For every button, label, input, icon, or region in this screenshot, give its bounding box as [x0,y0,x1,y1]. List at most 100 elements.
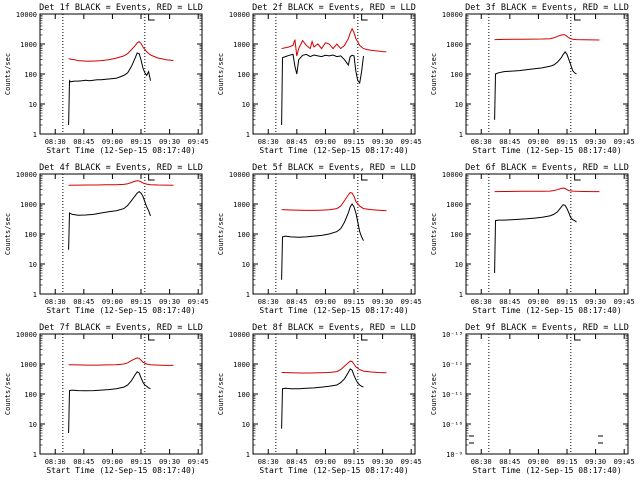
y-tick-label: 1 [33,131,37,139]
x-tick-label: 09:15 [130,138,151,146]
x-tick-label: 09:45 [401,298,422,306]
plot-frame [252,13,416,135]
series-events-line [281,203,364,280]
x-tick-label: 08:45 [286,458,307,466]
y-tick-label: 10000 [229,171,250,179]
x-tick-label: 09:00 [315,458,336,466]
x-tick-label: 08:30 [471,138,492,146]
x-tick-label: 09:15 [343,458,364,466]
x-tick-label: 09:30 [159,458,180,466]
x-tick-label: 09:00 [528,298,549,306]
x-tick-label: 08:45 [73,298,94,306]
panel-title: Det 2f BLACK = Events, RED = LLD [252,3,416,13]
x-tick-label: 09:15 [343,298,364,306]
x-tick-label: 09:00 [102,298,123,306]
y-axis-label: Counts/sec [430,53,438,95]
y-tick-label: 10000 [229,11,250,19]
time-marker [574,174,581,181]
y-tick-label: 1 [459,291,463,299]
y-tick-label: 1 [459,131,463,139]
x-axis-label: Start Time (12-Sep-15 08:17:40) [46,466,195,475]
panel-title: Det 7f BLACK = Events, RED = LLD [39,323,203,333]
panel-title: Det 4f BLACK = Events, RED = LLD [39,163,203,173]
time-marker [148,174,155,181]
y-tick-label: 10 [29,101,37,109]
x-tick-label: 08:45 [499,138,520,146]
y-tick-label: 10⁻⁹ [446,451,463,459]
panel-title: Det 9f BLACK = Events, RED = LLD [465,323,629,333]
series-lld-line [281,27,387,57]
x-tick-label: 09:00 [102,458,123,466]
series-events-line [68,52,151,126]
y-tick-label: 100 [24,231,37,239]
panel-4: Det 4f BLACK = Events, RED = LLD 1 10 100 10… [4,163,209,315]
y-tick-label: 10 [29,261,37,269]
y-tick-label: 100 [450,231,463,239]
x-tick-label: 09:00 [315,138,336,146]
x-tick-label: 08:30 [258,138,279,146]
series-events-line [494,204,577,274]
x-tick-label: 09:45 [188,458,209,466]
y-tick-label: 10⁻¹³ [442,331,463,339]
plot-frame [465,333,629,455]
series-events-line [281,368,364,429]
y-tick-label: 1000 [20,41,37,49]
series-lld-line [281,192,387,212]
panel-2: Det 2f BLACK = Events, RED = LLD 1 10 100 10… [217,3,422,155]
plot-frame [39,333,203,455]
y-tick-label: 10⁻¹² [442,361,463,369]
x-tick-label: 09:15 [130,298,151,306]
series-lld-line [68,357,174,366]
x-tick-label: 09:45 [188,138,209,146]
x-tick-label: 09:45 [188,298,209,306]
x-tick-label: 09:15 [556,138,577,146]
x-tick-label: 09:45 [401,138,422,146]
x-tick-label: 09:15 [556,458,577,466]
x-tick-label: 09:30 [585,298,606,306]
x-tick-label: 08:30 [45,298,66,306]
y-tick-label: 10000 [229,331,250,339]
x-tick-label: 08:30 [45,138,66,146]
series-lld-line [281,360,387,374]
y-axis-label: Counts/sec [430,213,438,255]
x-tick-label: 08:45 [286,138,307,146]
y-tick-label: 10000 [16,171,37,179]
y-tick-label: 10⁻¹¹ [442,391,463,399]
y-tick-label: 10000 [442,171,463,179]
y-tick-label: 1000 [446,41,463,49]
x-tick-label: 09:30 [159,298,180,306]
y-axis-label: Counts/sec [4,373,12,415]
y-tick-label: 10000 [16,331,37,339]
panel-3: Det 3f BLACK = Events, RED = LLD 1 10 100 10… [430,3,635,155]
series-events-line [281,53,364,126]
y-tick-label: 1000 [20,201,37,209]
panel-5: Det 5f BLACK = Events, RED = LLD 1 10 100 10… [217,163,422,315]
plot-frame [39,13,203,135]
y-tick-label: 100 [24,71,37,79]
time-marker [574,334,581,341]
y-tick-label: 1 [246,291,250,299]
x-axis-label: Start Time (12-Sep-15 08:17:40) [46,306,195,315]
x-tick-label: 09:30 [372,298,393,306]
x-tick-label: 09:45 [614,138,635,146]
x-axis-label: Start Time (12-Sep-15 08:17:40) [472,466,621,475]
plot-frame [465,173,629,295]
x-axis-label: Start Time (12-Sep-15 08:17:40) [472,146,621,155]
y-axis-label: Counts/sec [217,53,225,95]
x-tick-label: 09:30 [585,458,606,466]
x-tick-label: 09:00 [528,458,549,466]
y-tick-label: 10 [242,421,250,429]
panel-title: Det 8f BLACK = Events, RED = LLD [252,323,416,333]
x-tick-label: 09:15 [130,458,151,466]
y-axis-label: Counts/sec [4,53,12,95]
plot-frame [465,13,629,135]
time-marker [361,14,368,21]
y-tick-label: 1000 [20,361,37,369]
panel-9: Det 9f BLACK = Events, RED = LLD 10⁻⁹ 10⁻¹… [430,323,635,475]
y-tick-label: 1000 [233,41,250,49]
x-tick-label: 08:30 [471,458,492,466]
panel-1: Det 1f BLACK = Events, RED = LLD 1 10 100 10… [4,3,209,155]
x-tick-label: 08:30 [45,458,66,466]
y-tick-label: 10⁻¹⁰ [442,421,463,429]
x-tick-label: 09:00 [102,138,123,146]
